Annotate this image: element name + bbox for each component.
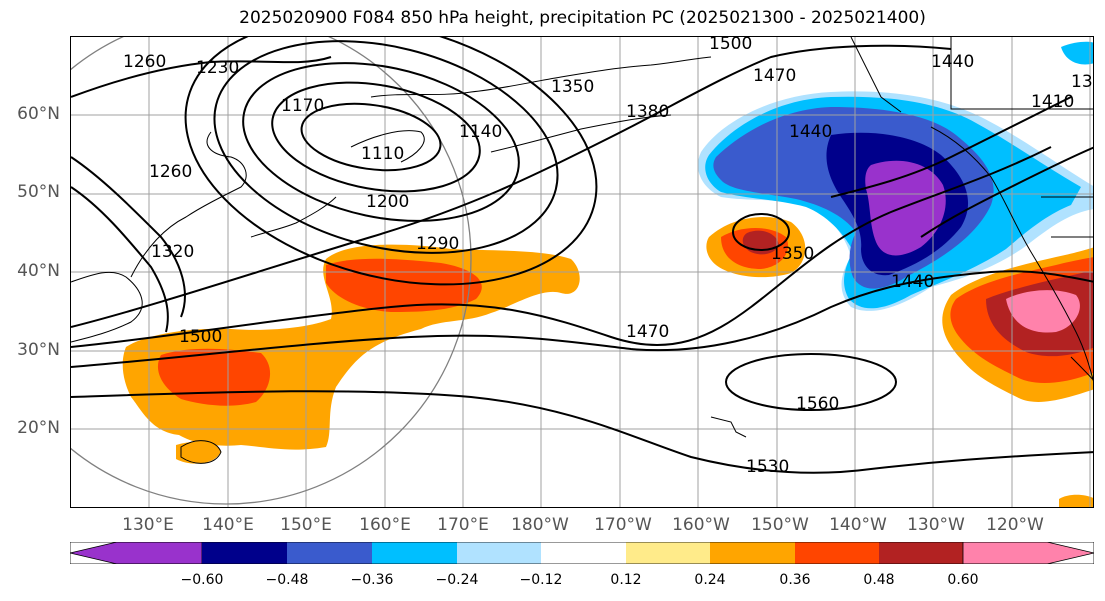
map-title: 2025020900 F084 850 hPa height, precipit… [239,8,926,28]
lat-label-40n: 40°N [17,261,60,281]
contour-label: 1440 [789,122,832,142]
contour-label: 1110 [361,144,404,164]
contour-low-4 [213,40,559,254]
precip-corner-orange [1059,494,1093,507]
colorbar-segment-10 [962,542,1094,564]
colorbar-tick: 0.60 [947,572,979,588]
contour-label: 1200 [366,192,409,212]
contour-1470 [71,146,1052,348]
reference-circle [71,37,472,505]
lat-label-20n: 20°N [17,418,60,438]
contour-label: 1500 [709,37,752,54]
graticule [71,37,1093,507]
colorbar-segment-7 [710,542,795,564]
contour-label: 1140 [459,122,502,142]
contour-small-low [732,213,790,251]
colorbar-tick: −0.12 [519,572,563,588]
colorbar-segment-0 [70,542,203,564]
contour-label: 1560 [796,394,839,414]
precip-positive-shading [122,217,1093,507]
lon-label-180w: 180°W [511,515,569,535]
colorbar-tick: −0.36 [350,572,394,588]
contour-label: 1410 [1031,92,1074,112]
contour-label: 1260 [123,52,166,72]
lon-label-150w: 150°W [751,515,809,535]
contour-west-2 [71,156,186,318]
colorbar-tick: 0.12 [610,572,642,588]
contour-label: 1350 [771,244,814,264]
contour-label: 1440 [931,52,974,72]
contour-west-3 [71,186,169,333]
coastlines [71,37,1093,464]
contour-label: 1470 [626,322,669,342]
colorbar-tick: 0.24 [694,572,726,588]
colorbar-segment-6 [626,542,710,564]
colorbar-segment-4 [457,542,541,564]
contour-label: 1440 [891,272,934,292]
contour-low-2 [271,81,481,193]
colorbar-segment-3 [372,542,457,564]
lon-label-150e: 150°E [280,515,332,535]
precip-north-skyblue [1061,41,1093,65]
contour-1530 [71,390,1093,474]
colorbar-tick: −0.60 [180,572,224,588]
contour-label: 1230 [196,58,239,78]
lon-label-160e: 160°E [359,515,411,535]
colorbar-tick: −0.24 [435,572,479,588]
lon-label-140w: 140°W [829,515,887,535]
colorbar [70,542,1094,564]
precip-california-pink [1006,290,1080,333]
colorbar-segment-1 [202,542,287,564]
lon-label-170w: 170°W [594,515,652,535]
contour-low-3 [242,62,520,222]
contour-gulf-1 [830,96,1072,198]
lat-label-30n: 30°N [17,340,60,360]
contour-label: 1530 [746,457,789,477]
contour-west-1 [71,56,332,98]
lat-label-50n: 50°N [17,182,60,202]
lon-label-170e: 170°E [437,515,489,535]
lon-label-140e: 140°E [202,515,254,535]
contour-label: 1260 [149,162,192,182]
map-svg: 1260 1230 1170 1110 1140 1350 1380 1500 … [71,37,1094,507]
colorbar-segment-8 [795,542,879,564]
lon-label-130w: 130°W [907,515,965,535]
contour-1560 [725,353,897,411]
contour-low-inner [300,102,442,172]
contour-label: 1350 [551,77,594,97]
contour-1440 [71,270,1093,368]
contour-label: 1170 [281,96,324,116]
map-panel: 1260 1230 1170 1110 1140 1350 1380 1500 … [70,36,1094,508]
colorbar-segment-2 [287,542,372,564]
contour-label: 1290 [416,234,459,254]
contour-label: 1470 [753,66,796,86]
precip-island-orange [176,441,221,464]
colorbar-tick: −0.48 [265,572,309,588]
contour-label: 1380 [1071,72,1094,92]
lon-label-160w: 160°W [672,515,730,535]
height-contours [71,37,1093,474]
lat-label-60n: 60°N [17,104,60,124]
contour-label: 1380 [626,102,669,122]
colorbar-tick: 0.36 [779,572,811,588]
contour-low-5 [184,37,598,286]
lon-label-120w: 120°W [986,515,1044,535]
lon-label-130e: 130°E [122,515,174,535]
contour-label: 1500 [179,327,222,347]
precip-gulf-purple [865,160,946,256]
colorbar-segment-9 [879,542,963,564]
colorbar-tick: 0.48 [863,572,895,588]
precip-negative-shading [697,41,1093,311]
contour-1500-north [71,44,952,328]
contour-gulf-2 [920,146,1093,238]
contour-label-group: 1260 1230 1170 1110 1140 1350 1380 1500 … [123,37,1094,477]
colorbar-segment-5 [541,542,626,564]
contour-label: 1320 [151,242,194,262]
